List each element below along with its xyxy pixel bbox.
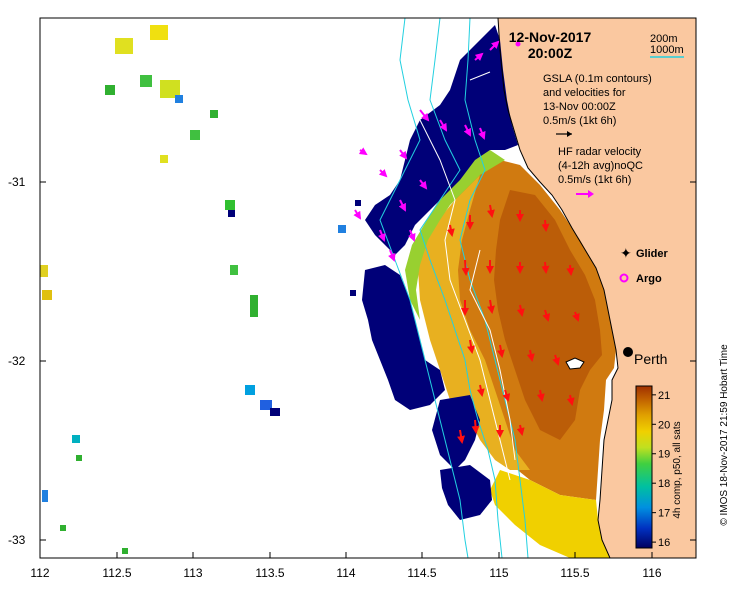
colorbar-tick-label: 16 bbox=[658, 537, 670, 549]
x-tick-label: 114.5 bbox=[407, 566, 436, 580]
gsla-contour bbox=[469, 71, 516, 461]
contour-coast bbox=[459, 18, 529, 558]
map-date: 12-Nov-2017 bbox=[509, 29, 592, 45]
x-tick-label: 113 bbox=[183, 566, 202, 580]
x-tick-label: 115 bbox=[489, 566, 508, 580]
sst-cold-south bbox=[440, 465, 492, 520]
x-tick-label: 115.5 bbox=[560, 566, 589, 580]
x-tick-label: 112.5 bbox=[102, 566, 131, 580]
argo-legend-icon bbox=[619, 273, 629, 283]
colorbar-tick-label: 18 bbox=[658, 478, 670, 490]
gsla-text-1: GSLA (0.1m contours) bbox=[543, 73, 652, 85]
gsla-text-2: and velocities for bbox=[543, 87, 626, 99]
hf-text-1: HF radar velocity bbox=[558, 146, 642, 158]
glider-legend-icon: ✦ bbox=[620, 245, 632, 261]
perth-marker bbox=[623, 347, 633, 357]
map-time: 20:00Z bbox=[528, 45, 573, 61]
river-estuary bbox=[565, 357, 585, 370]
gsla-text-3: 13-Nov 00:00Z bbox=[543, 101, 616, 113]
x-tick-label: 112 bbox=[30, 566, 49, 580]
sst-cold-north bbox=[365, 25, 518, 255]
depth-legend-200m: 200m bbox=[650, 33, 678, 45]
city-label: Perth bbox=[634, 351, 667, 367]
colorbar-tick-label: 17 bbox=[658, 508, 670, 520]
x-tick-label: 114 bbox=[336, 566, 355, 580]
x-tick-label: 113.5 bbox=[255, 566, 284, 580]
y-tick-label: -31 bbox=[8, 175, 26, 189]
sst-cold-southwest bbox=[432, 395, 480, 470]
gsla-contour bbox=[419, 119, 511, 481]
credit-text: © IMOS 18-Nov-2017 21:59 Hobart Time bbox=[719, 344, 730, 526]
colorbar-tick-label: 19 bbox=[658, 449, 670, 461]
glider-legend-label: Glider bbox=[636, 248, 669, 260]
y-tick-label: -32 bbox=[8, 354, 26, 368]
contour-1000m bbox=[379, 18, 469, 558]
gsla-arrows bbox=[446, 204, 580, 444]
sst-scatter bbox=[40, 25, 361, 554]
y-tick-label: -33 bbox=[8, 533, 26, 547]
gsla-scale-arrowhead bbox=[567, 131, 572, 137]
sst-yellow-south bbox=[490, 470, 610, 558]
colorbar-label: 4h comp, p50, all sats bbox=[672, 421, 683, 518]
depth-legend-1000m: 1000m bbox=[650, 44, 684, 56]
x-tick-label: 116 bbox=[642, 566, 661, 580]
colorbar-tick-label: 21 bbox=[658, 390, 670, 402]
x-axis bbox=[39, 552, 653, 558]
gsla-scale: 0.5m/s (1kt 6h) bbox=[543, 115, 616, 127]
colorbar-tick-label: 20 bbox=[658, 419, 670, 431]
argo-legend-label: Argo bbox=[636, 273, 662, 285]
hf-scale: 0.5m/s (1kt 6h) bbox=[558, 174, 631, 186]
plot-frame bbox=[39, 17, 697, 559]
glider-marker bbox=[515, 41, 521, 47]
hf-radar-arrows bbox=[353, 40, 500, 262]
colorbar bbox=[635, 385, 653, 549]
sst-cold-west bbox=[362, 265, 445, 410]
hf-scale-arrowhead bbox=[588, 190, 594, 198]
hf-text-2: (4-12h avg)noQC bbox=[558, 160, 643, 172]
y-axis bbox=[40, 181, 696, 541]
coastline bbox=[497, 18, 619, 558]
